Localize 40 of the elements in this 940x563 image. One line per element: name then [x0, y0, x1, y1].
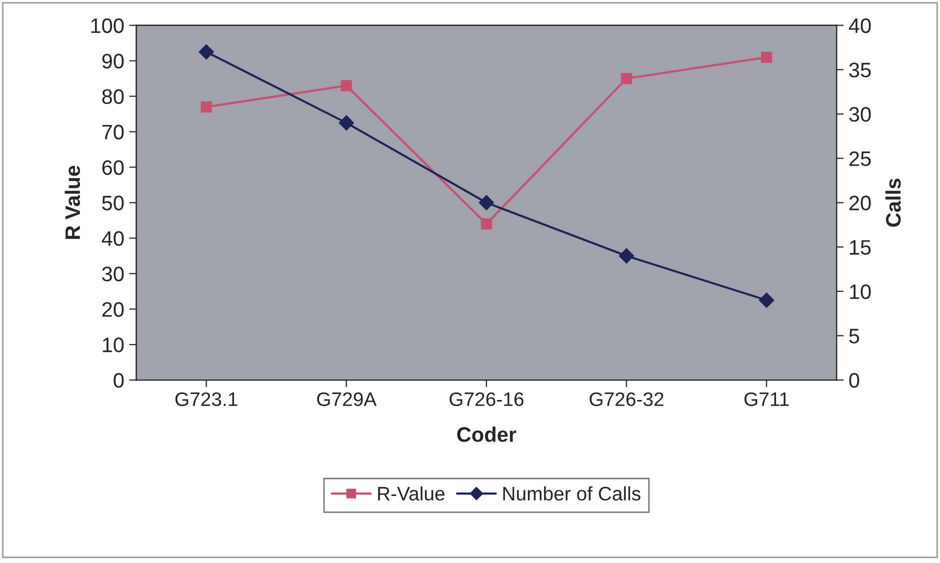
x-tick-label: G711 — [744, 392, 789, 406]
y-tick-label: 40 — [102, 231, 124, 246]
point — [338, 115, 354, 130]
x-tick-label: G726-32 — [590, 392, 664, 406]
y-tick-label: 90 — [102, 54, 124, 69]
point — [759, 292, 774, 308]
y2-tick-label: 40 — [848, 18, 871, 34]
point — [340, 80, 352, 92]
point — [478, 195, 494, 210]
x-tick-label: G726-16 — [450, 392, 524, 406]
y2-tick-label: 35 — [849, 62, 871, 78]
y-tick-label: 70 — [102, 124, 124, 140]
y-tick-label: 60 — [102, 160, 124, 175]
legend-label: R-Value — [378, 486, 444, 501]
y2-tick-label: 25 — [849, 151, 871, 166]
y-tick-label: 80 — [102, 89, 124, 104]
x-axis-title: Coder — [457, 426, 516, 442]
point — [618, 248, 634, 264]
y2-tick-label: 0 — [849, 373, 860, 388]
y2-tick-label: 10 — [850, 284, 871, 300]
y-tick-label: 0 — [114, 373, 124, 388]
y-tick-label: 10 — [102, 338, 124, 352]
y-tick-label: 20 — [102, 302, 124, 317]
x-tick-label: G723.1 — [175, 392, 238, 406]
point — [198, 44, 214, 60]
y2-tick-label: 5 — [849, 328, 860, 344]
y2-tick-label: 30 — [849, 107, 871, 122]
y-tick-label: 50 — [102, 196, 124, 210]
point — [480, 218, 492, 230]
y2-tick-label: 15 — [850, 240, 871, 255]
y-tick-label: 30 — [102, 266, 124, 282]
y2-tick-label: 20 — [849, 196, 871, 210]
y2-axis-title: Calls — [885, 178, 901, 227]
x-tick-label: G729A — [317, 392, 377, 406]
y-tick-label: 100 — [91, 18, 124, 34]
legend-label: Number of Calls — [503, 486, 640, 501]
point — [620, 72, 632, 84]
y-axis-title: R Value — [64, 166, 80, 239]
point — [761, 52, 772, 63]
point — [200, 101, 212, 112]
